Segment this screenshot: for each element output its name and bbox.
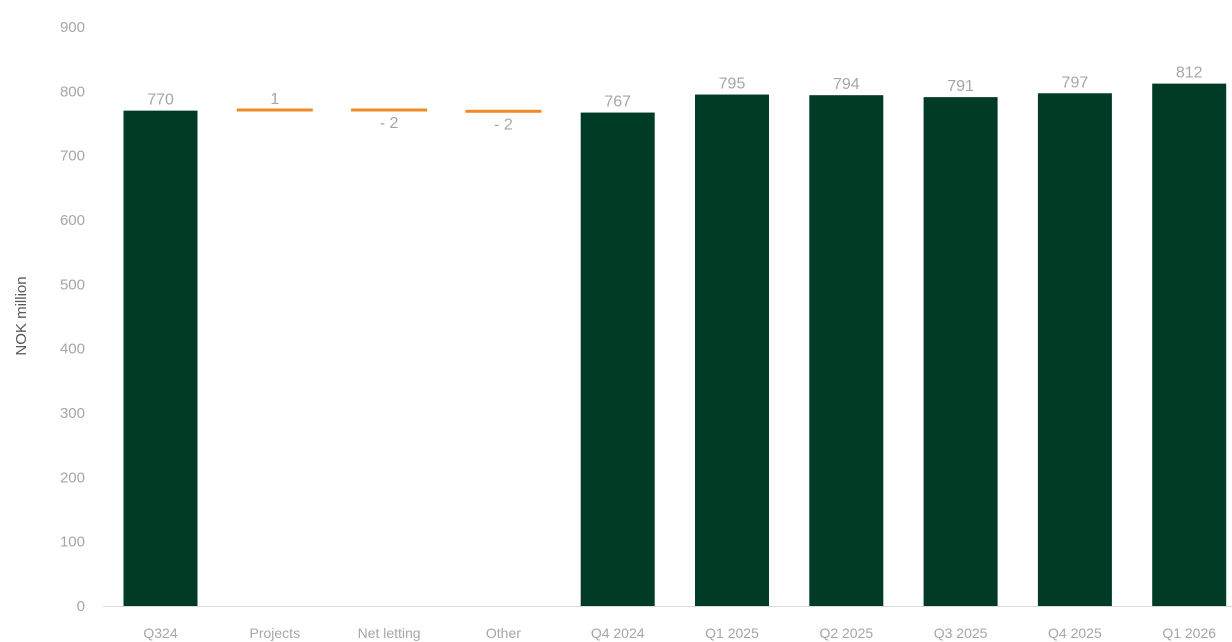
y-tick-label: 400 [60, 341, 85, 358]
x-tick-label: Q324 [143, 625, 177, 641]
data-label: - 2 [494, 116, 513, 133]
total-bar [695, 94, 769, 607]
y-axis: 0 100 200 300 400 500 600 700 800 900 [60, 19, 85, 615]
data-label: 797 [1062, 74, 1089, 91]
y-tick-label: 800 [60, 83, 85, 100]
x-tick-label: Projects [250, 625, 301, 641]
data-label: - 2 [380, 115, 399, 132]
y-tick-label: 100 [60, 534, 85, 551]
data-label: 794 [833, 76, 860, 93]
delta-bar [351, 108, 428, 112]
total-bar [1152, 83, 1227, 606]
x-tick-label: Q3 2025 [934, 625, 988, 641]
x-tick-label: Q2 2025 [819, 625, 873, 641]
data-label: 770 [147, 92, 174, 109]
data-label: 795 [719, 76, 746, 93]
data-label: 767 [604, 94, 631, 111]
y-tick-label: 0 [77, 598, 85, 615]
x-tick-label: Q1 2026 [1162, 625, 1216, 641]
y-axis-title: NOK million [13, 276, 30, 355]
data-labels: 770 1 - 2 - 2 767 795 794 791 797 812 [147, 65, 1202, 134]
y-tick-label: 200 [60, 469, 85, 486]
delta-bar [236, 108, 313, 112]
total-bar [1037, 93, 1112, 607]
total-bar [923, 97, 998, 606]
delta-bar [465, 109, 542, 113]
y-tick-label: 700 [60, 148, 85, 165]
total-bar [580, 112, 655, 607]
y-tick-label: 600 [60, 212, 85, 229]
bars [123, 83, 1227, 607]
total-bar [123, 110, 198, 606]
x-tick-label: Q4 2025 [1048, 625, 1102, 641]
y-tick-label: 300 [60, 405, 85, 422]
x-tick-label: Net letting [358, 625, 421, 641]
y-tick-label: 900 [60, 19, 85, 36]
x-axis: Q324 Projects Net letting Other Q4 2024 Q1 20… [103, 606, 1232, 641]
data-label: 791 [947, 78, 974, 95]
y-tick-label: 500 [60, 276, 85, 293]
x-tick-label: Q4 2024 [591, 625, 645, 641]
data-label: 812 [1176, 65, 1203, 82]
total-bar [809, 95, 884, 607]
data-label: 1 [270, 91, 279, 108]
x-tick-label: Other [486, 625, 521, 641]
x-tick-label: Q1 2025 [705, 625, 759, 641]
